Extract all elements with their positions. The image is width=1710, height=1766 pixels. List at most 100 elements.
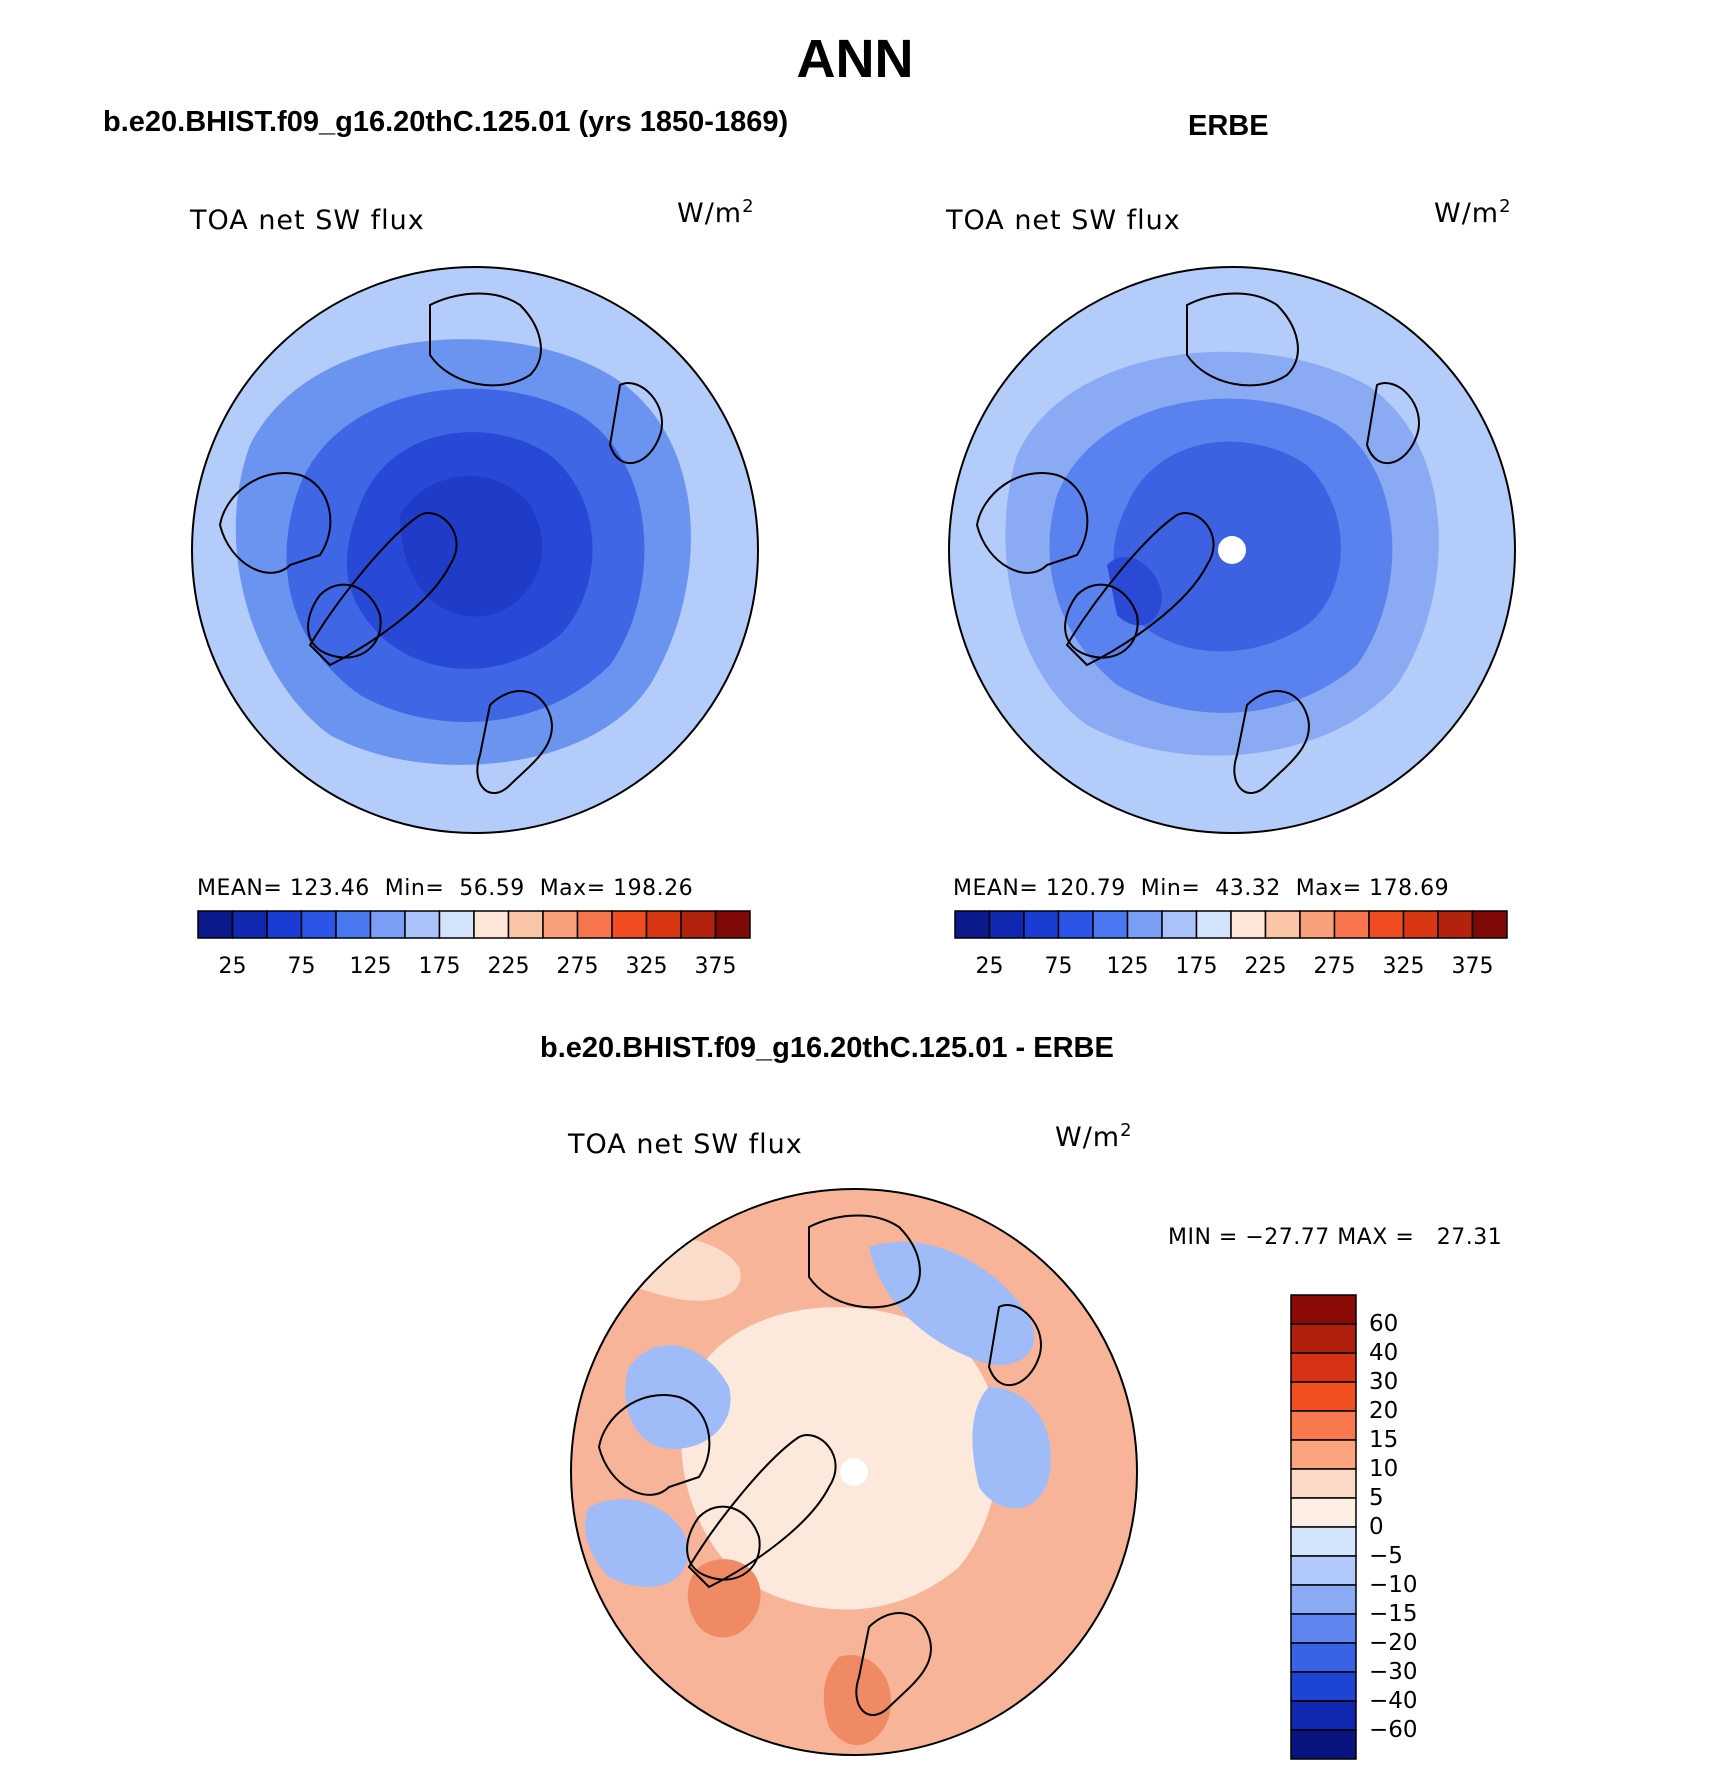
- diff-tick: 10: [1369, 1456, 1399, 1482]
- panel-1-colorbar-swatch: [231, 910, 268, 939]
- diff-tick: −30: [1369, 1659, 1418, 1685]
- diff-tick: −60: [1369, 1717, 1418, 1743]
- panel-1-colorbar-ticks: 25 75 125 175 225 275 325 375: [198, 954, 750, 982]
- panel-1-variable-label: TOA net SW flux: [190, 205, 425, 236]
- panel-2-colorbar-swatch: [954, 910, 991, 939]
- panel-2-tick: 175: [1175, 954, 1218, 979]
- diff-colorbar-swatch: [1290, 1294, 1357, 1325]
- diff-tick: −20: [1369, 1630, 1418, 1656]
- diff-tick: 15: [1369, 1427, 1399, 1453]
- panel-1-tick: 275: [556, 954, 599, 979]
- panel-1-colorbar: [197, 910, 751, 939]
- panel-1-colorbar-swatch: [542, 910, 579, 939]
- diff-colorbar-swatch: [1290, 1381, 1357, 1412]
- panel-2-colorbar-swatch: [1437, 910, 1474, 939]
- panel-2-colorbar-swatch: [1264, 910, 1301, 939]
- diff-panel-colorbar: [1290, 1294, 1357, 1760]
- panel-2-variable-label: TOA net SW flux: [946, 205, 1181, 236]
- panel-2-colorbar-swatch: [1092, 910, 1129, 939]
- panel-2-colorbar-swatch: [1161, 910, 1198, 939]
- diff-colorbar-swatch: [1290, 1584, 1357, 1615]
- panel-2-units: W/m2: [1434, 196, 1512, 229]
- diff-tick: 0: [1369, 1514, 1384, 1540]
- panel-1-tick: 375: [694, 954, 737, 979]
- panel-1-colorbar-swatch: [438, 910, 475, 939]
- panel-2-tick: 275: [1313, 954, 1356, 979]
- diff-panel-stats: MIN = −27.77 MAX = 27.31: [1168, 1225, 1503, 1250]
- panel-1-title: b.e20.BHIST.f09_g16.20thC.125.01 (yrs 18…: [103, 106, 789, 138]
- panel-2-tick: 225: [1244, 954, 1287, 979]
- diff-colorbar-swatch: [1290, 1729, 1357, 1760]
- diff-panel-title: b.e20.BHIST.f09_g16.20thC.125.01 - ERBE: [540, 1032, 1114, 1064]
- panel-1-tick: 175: [418, 954, 461, 979]
- panel-2-colorbar-swatch: [1195, 910, 1232, 939]
- panel-2-colorbar-swatch: [1368, 910, 1405, 939]
- panel-1-colorbar-swatch: [714, 910, 751, 939]
- diff-colorbar-swatch: [1290, 1323, 1357, 1354]
- diff-panel-units: W/m2: [1055, 1120, 1133, 1153]
- diff-panel-map: [570, 1188, 1138, 1756]
- diff-colorbar-swatch: [1290, 1352, 1357, 1383]
- diff-colorbar-swatch: [1290, 1468, 1357, 1499]
- diff-tick: −40: [1369, 1688, 1418, 1714]
- diff-colorbar-swatch: [1290, 1613, 1357, 1644]
- panel-1-map: [191, 266, 759, 834]
- panel-2-tick: 325: [1382, 954, 1425, 979]
- panel-1-stats: MEAN= 123.46 Min= 56.59 Max= 198.26: [197, 876, 694, 901]
- panel-1-colorbar-swatch: [611, 910, 648, 939]
- panel-2-colorbar-swatch: [988, 910, 1025, 939]
- diff-tick: −5: [1369, 1543, 1403, 1569]
- panel-2-colorbar-swatch: [1023, 910, 1060, 939]
- diff-colorbar-swatch: [1290, 1497, 1357, 1528]
- panel-1-tick: 325: [625, 954, 668, 979]
- panel-2-tick: 75: [1044, 954, 1073, 979]
- panel-1-colorbar-swatch: [576, 910, 613, 939]
- panel-2-title: ERBE: [1188, 110, 1269, 142]
- diff-tick: 60: [1369, 1311, 1399, 1337]
- diff-panel-variable-label: TOA net SW flux: [568, 1129, 803, 1160]
- panel-2-colorbar-swatch: [1230, 910, 1267, 939]
- panel-2-tick: 375: [1451, 954, 1494, 979]
- panel-2-colorbar: [954, 910, 1508, 939]
- panel-1-colorbar-swatch: [680, 910, 717, 939]
- diff-tick: 30: [1369, 1369, 1399, 1395]
- panel-2-colorbar-swatch: [1057, 910, 1094, 939]
- diff-colorbar-swatch: [1290, 1526, 1357, 1557]
- diff-colorbar-swatch: [1290, 1642, 1357, 1673]
- diff-panel-colorbar-labels: 60 40 30 20 15 10 5 0 −5 −10 −15 −20 −30…: [1369, 1295, 1449, 1759]
- panel-2-colorbar-ticks: 25 75 125 175 225 275 325 375: [955, 954, 1507, 982]
- diff-tick: 40: [1369, 1340, 1399, 1366]
- panel-1-colorbar-swatch: [266, 910, 303, 939]
- panel-1-units: W/m2: [677, 196, 755, 229]
- panel-1-colorbar-swatch: [335, 910, 372, 939]
- panel-2-colorbar-swatch: [1299, 910, 1336, 939]
- diff-colorbar-swatch: [1290, 1410, 1357, 1441]
- panel-1-colorbar-swatch: [300, 910, 337, 939]
- diff-colorbar-swatch: [1290, 1671, 1357, 1702]
- panel-2-colorbar-swatch: [1126, 910, 1163, 939]
- panel-1-tick: 225: [487, 954, 530, 979]
- panel-1-colorbar-swatch: [404, 910, 441, 939]
- panel-1-colorbar-swatch: [197, 910, 234, 939]
- panel-2-tick: 25: [975, 954, 1004, 979]
- panel-1-colorbar-swatch: [473, 910, 510, 939]
- panel-2-colorbar-swatch: [1471, 910, 1508, 939]
- diff-tick: 20: [1369, 1398, 1399, 1424]
- panel-1-colorbar-swatch: [645, 910, 682, 939]
- panel-1-tick: 125: [349, 954, 392, 979]
- diff-tick: 5: [1369, 1485, 1384, 1511]
- panel-1-tick: 75: [287, 954, 316, 979]
- panel-2-tick: 125: [1106, 954, 1149, 979]
- diff-tick: −15: [1369, 1601, 1418, 1627]
- panel-1-tick: 25: [218, 954, 247, 979]
- panel-1-colorbar-swatch: [507, 910, 544, 939]
- diff-colorbar-swatch: [1290, 1555, 1357, 1586]
- panel-2-colorbar-swatch: [1402, 910, 1439, 939]
- diff-colorbar-swatch: [1290, 1700, 1357, 1731]
- figure-title: ANN: [796, 29, 914, 89]
- panel-1-colorbar-swatch: [369, 910, 406, 939]
- diff-colorbar-swatch: [1290, 1439, 1357, 1470]
- diff-tick: −10: [1369, 1572, 1418, 1598]
- panel-2-stats: MEAN= 120.79 Min= 43.32 Max= 178.69: [953, 876, 1450, 901]
- panel-2-map: [948, 266, 1516, 834]
